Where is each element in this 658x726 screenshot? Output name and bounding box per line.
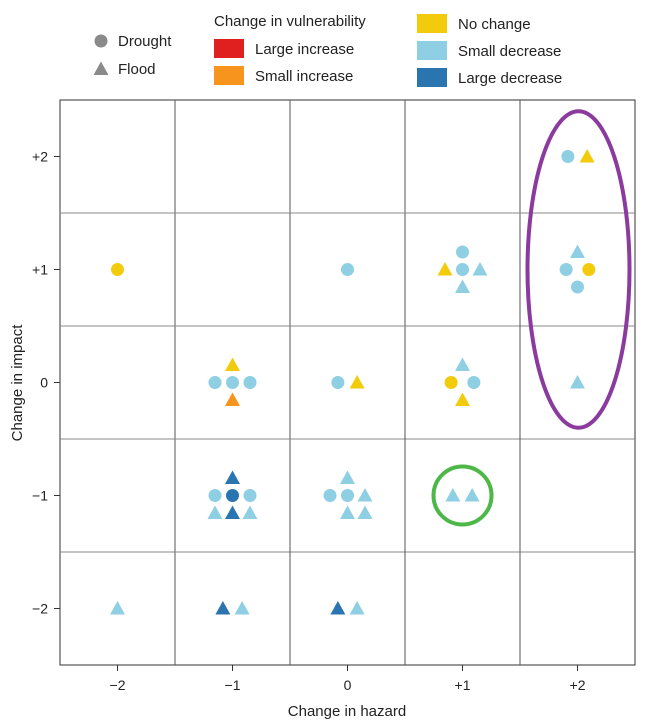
data-point-flood bbox=[357, 505, 373, 519]
legend-color-title: Change in vulnerability bbox=[214, 13, 366, 30]
data-point-flood bbox=[110, 601, 125, 615]
data-points bbox=[110, 149, 596, 615]
data-point-flood bbox=[472, 262, 488, 276]
y-tick-label: −1 bbox=[32, 488, 48, 504]
data-point-drought bbox=[226, 489, 239, 502]
data-point-drought bbox=[559, 263, 573, 276]
data-point-flood bbox=[215, 601, 231, 615]
highlight-ellipse bbox=[525, 109, 632, 430]
data-point-flood bbox=[225, 470, 240, 484]
highlight-circle bbox=[431, 464, 494, 527]
data-point-drought bbox=[456, 263, 469, 276]
legend-circle-icon bbox=[94, 34, 108, 48]
data-point-drought bbox=[323, 489, 337, 502]
data-point-flood bbox=[242, 505, 258, 519]
annotations bbox=[431, 109, 632, 527]
plot-frame bbox=[59, 99, 636, 666]
data-point-flood bbox=[455, 392, 470, 406]
data-point-flood bbox=[207, 505, 223, 519]
legend-swatch-large_decrease bbox=[417, 68, 447, 87]
legend-triangle-icon bbox=[93, 61, 109, 75]
y-tick-label: +1 bbox=[32, 262, 48, 278]
data-point-drought bbox=[582, 263, 596, 276]
data-point-flood bbox=[455, 357, 470, 371]
ticks: −2 −1 0 +1 +2 +2 +1 0 −1 −2 bbox=[32, 149, 586, 694]
legend-label-flood: Flood bbox=[118, 61, 156, 78]
data-point-flood bbox=[225, 357, 240, 371]
data-point-drought bbox=[467, 376, 481, 389]
data-point-flood bbox=[357, 488, 373, 502]
legend-swatch-small_decrease bbox=[417, 41, 447, 60]
data-point-flood bbox=[234, 601, 250, 615]
data-point-drought bbox=[208, 489, 222, 502]
legend-label-small_increase: Small increase bbox=[255, 68, 353, 85]
data-point-drought bbox=[561, 150, 575, 163]
data-point-flood bbox=[464, 488, 480, 502]
data-point-flood bbox=[570, 375, 585, 389]
legend-swatch-large_increase bbox=[214, 39, 244, 58]
data-point-drought bbox=[208, 376, 222, 389]
legend-label-no_change: No change bbox=[458, 16, 531, 33]
legend-label-large_increase: Large increase bbox=[255, 41, 354, 58]
data-point-flood bbox=[330, 601, 346, 615]
data-point-drought bbox=[444, 376, 458, 389]
legend-label-drought: Drought bbox=[118, 33, 172, 50]
data-point-flood bbox=[340, 505, 355, 519]
data-point-drought bbox=[331, 376, 345, 389]
x-axis-label: Change in hazard bbox=[288, 703, 406, 720]
x-tick-label: 0 bbox=[344, 677, 352, 693]
x-tick-label: +1 bbox=[455, 677, 471, 693]
data-point-flood bbox=[455, 279, 470, 293]
data-point-flood bbox=[225, 392, 240, 406]
data-point-drought bbox=[341, 263, 354, 276]
y-tick-label: 0 bbox=[40, 375, 48, 391]
data-point-flood bbox=[349, 601, 365, 615]
data-point-drought bbox=[111, 263, 124, 276]
y-tick-label: −2 bbox=[32, 601, 48, 617]
data-point-drought bbox=[571, 280, 584, 294]
grid bbox=[59, 99, 636, 666]
legend-swatch-no_change bbox=[417, 14, 447, 33]
legend: Drought Flood Change in vulnerability Large… bbox=[93, 13, 562, 87]
data-point-flood bbox=[445, 488, 461, 502]
legend-label-large_decrease: Large decrease bbox=[458, 70, 562, 87]
data-point-drought bbox=[226, 376, 239, 389]
data-point-flood bbox=[579, 149, 595, 163]
data-point-flood bbox=[340, 470, 355, 484]
x-tick-label: −2 bbox=[110, 677, 126, 693]
data-point-drought bbox=[341, 489, 354, 502]
y-axis-label: Change in impact bbox=[9, 324, 26, 442]
data-point-drought bbox=[243, 489, 257, 502]
data-point-flood bbox=[437, 262, 453, 276]
legend-label-small_decrease: Small decrease bbox=[458, 43, 561, 60]
data-point-flood bbox=[225, 505, 240, 519]
data-point-flood bbox=[349, 375, 365, 389]
data-point-drought bbox=[456, 245, 469, 259]
data-point-flood bbox=[570, 244, 585, 258]
x-tick-label: −1 bbox=[225, 677, 241, 693]
y-tick-label: +2 bbox=[32, 149, 48, 165]
x-tick-label: +2 bbox=[570, 677, 586, 693]
data-point-drought bbox=[243, 376, 257, 389]
legend-swatch-small_increase bbox=[214, 66, 244, 85]
